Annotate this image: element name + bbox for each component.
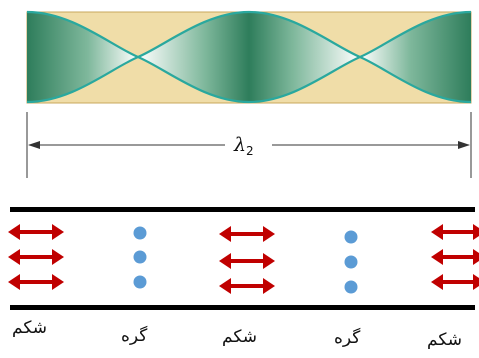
antinode-arrows <box>8 224 479 294</box>
envelope-upper <box>26 10 472 104</box>
dimension-arrowhead-right <box>458 141 470 149</box>
wavelength-label: λ2 <box>233 134 254 158</box>
node-dots <box>133 226 358 294</box>
antinode-arrow-3-2 <box>431 249 479 265</box>
label-node-2: گره <box>334 328 361 348</box>
label-antinode-3: شکم <box>427 330 462 350</box>
lobe-left <box>27 12 138 102</box>
node-dot-1-3 <box>133 275 147 289</box>
antinode-arrow-1-1 <box>8 224 64 240</box>
antinode-arrow-1-2 <box>8 249 64 265</box>
top-bar <box>10 207 475 212</box>
label-node-1: گره <box>121 326 148 346</box>
antinode-arrow-3-3 <box>431 274 479 290</box>
node-dot-2-1 <box>344 230 358 244</box>
label-antinode-1: شکم <box>12 318 47 338</box>
node-dot-1-2 <box>133 250 147 264</box>
bottom-bar <box>10 305 475 310</box>
node-dot-2-3 <box>344 280 358 294</box>
envelope-lower <box>26 10 472 104</box>
antinode-arrow-2-3 <box>219 278 275 294</box>
antinode-arrow-1-3 <box>8 274 64 290</box>
antinode-arrow-3-1 <box>431 224 479 240</box>
antinode-arrow-2-1 <box>219 226 275 242</box>
label-antinode-2: شکم <box>222 327 257 347</box>
dimension-arrowhead-left <box>28 141 40 149</box>
lobe-right <box>360 12 471 102</box>
node-dot-1-1 <box>133 226 147 240</box>
node-dot-2-2 <box>344 255 358 269</box>
antinode-arrow-2-2 <box>219 253 275 269</box>
lobe-middle <box>138 12 360 102</box>
